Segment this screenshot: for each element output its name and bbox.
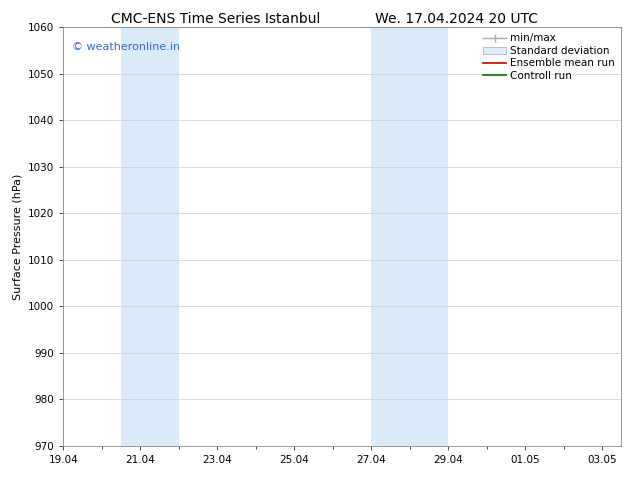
Bar [372,27,448,446]
Y-axis label: Surface Pressure (hPa): Surface Pressure (hPa) [13,173,23,299]
Legend: min/max, Standard deviation, Ensemble mean run, Controll run: min/max, Standard deviation, Ensemble me… [480,30,618,84]
Text: © weatheronline.in: © weatheronline.in [72,42,180,51]
Text: CMC-ENS Time Series Istanbul: CMC-ENS Time Series Istanbul [111,12,320,26]
Text: We. 17.04.2024 20 UTC: We. 17.04.2024 20 UTC [375,12,538,26]
Bar [121,27,179,446]
